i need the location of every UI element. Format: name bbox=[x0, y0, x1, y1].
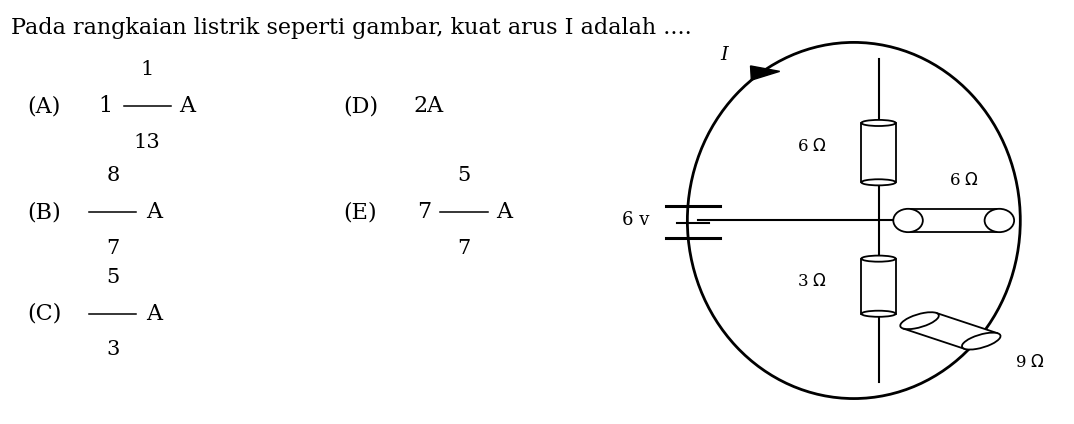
Text: 6 $\Omega$: 6 $\Omega$ bbox=[797, 138, 827, 155]
Text: 1: 1 bbox=[141, 61, 154, 79]
Ellipse shape bbox=[861, 179, 896, 185]
Text: 3 $\Omega$: 3 $\Omega$ bbox=[797, 273, 827, 290]
Text: 3: 3 bbox=[106, 340, 119, 359]
FancyBboxPatch shape bbox=[903, 313, 998, 349]
Text: (B): (B) bbox=[27, 201, 60, 223]
FancyBboxPatch shape bbox=[861, 259, 896, 314]
FancyBboxPatch shape bbox=[861, 123, 896, 182]
Text: (D): (D) bbox=[344, 95, 379, 117]
Text: 1: 1 bbox=[99, 95, 113, 117]
Text: 9 $\Omega$: 9 $\Omega$ bbox=[1015, 354, 1045, 371]
Text: 7: 7 bbox=[417, 201, 431, 223]
Text: 6 v: 6 v bbox=[623, 212, 650, 229]
Text: (E): (E) bbox=[344, 201, 377, 223]
Text: 7: 7 bbox=[106, 239, 119, 257]
Ellipse shape bbox=[894, 209, 923, 232]
Text: I: I bbox=[721, 46, 728, 64]
Text: 13: 13 bbox=[134, 133, 160, 151]
Text: 2A: 2A bbox=[413, 95, 444, 117]
Text: (C): (C) bbox=[27, 303, 61, 325]
Text: 5: 5 bbox=[458, 167, 470, 185]
Text: (A): (A) bbox=[27, 95, 60, 117]
Ellipse shape bbox=[962, 333, 1001, 349]
Text: Pada rangkaian listrik seperti gambar, kuat arus I adalah ....: Pada rangkaian listrik seperti gambar, k… bbox=[11, 17, 692, 39]
Polygon shape bbox=[751, 66, 780, 80]
FancyBboxPatch shape bbox=[909, 209, 999, 232]
Text: A: A bbox=[179, 95, 195, 117]
Ellipse shape bbox=[861, 120, 896, 126]
Text: A: A bbox=[496, 201, 512, 223]
Text: 7: 7 bbox=[458, 239, 470, 257]
Ellipse shape bbox=[985, 209, 1014, 232]
Ellipse shape bbox=[900, 312, 939, 329]
Text: 8: 8 bbox=[106, 167, 119, 185]
Text: A: A bbox=[146, 303, 162, 325]
Text: A: A bbox=[146, 201, 162, 223]
Ellipse shape bbox=[861, 256, 896, 262]
Ellipse shape bbox=[861, 311, 896, 317]
Text: 5: 5 bbox=[106, 268, 119, 287]
Text: 6 $\Omega$: 6 $\Omega$ bbox=[949, 172, 979, 189]
